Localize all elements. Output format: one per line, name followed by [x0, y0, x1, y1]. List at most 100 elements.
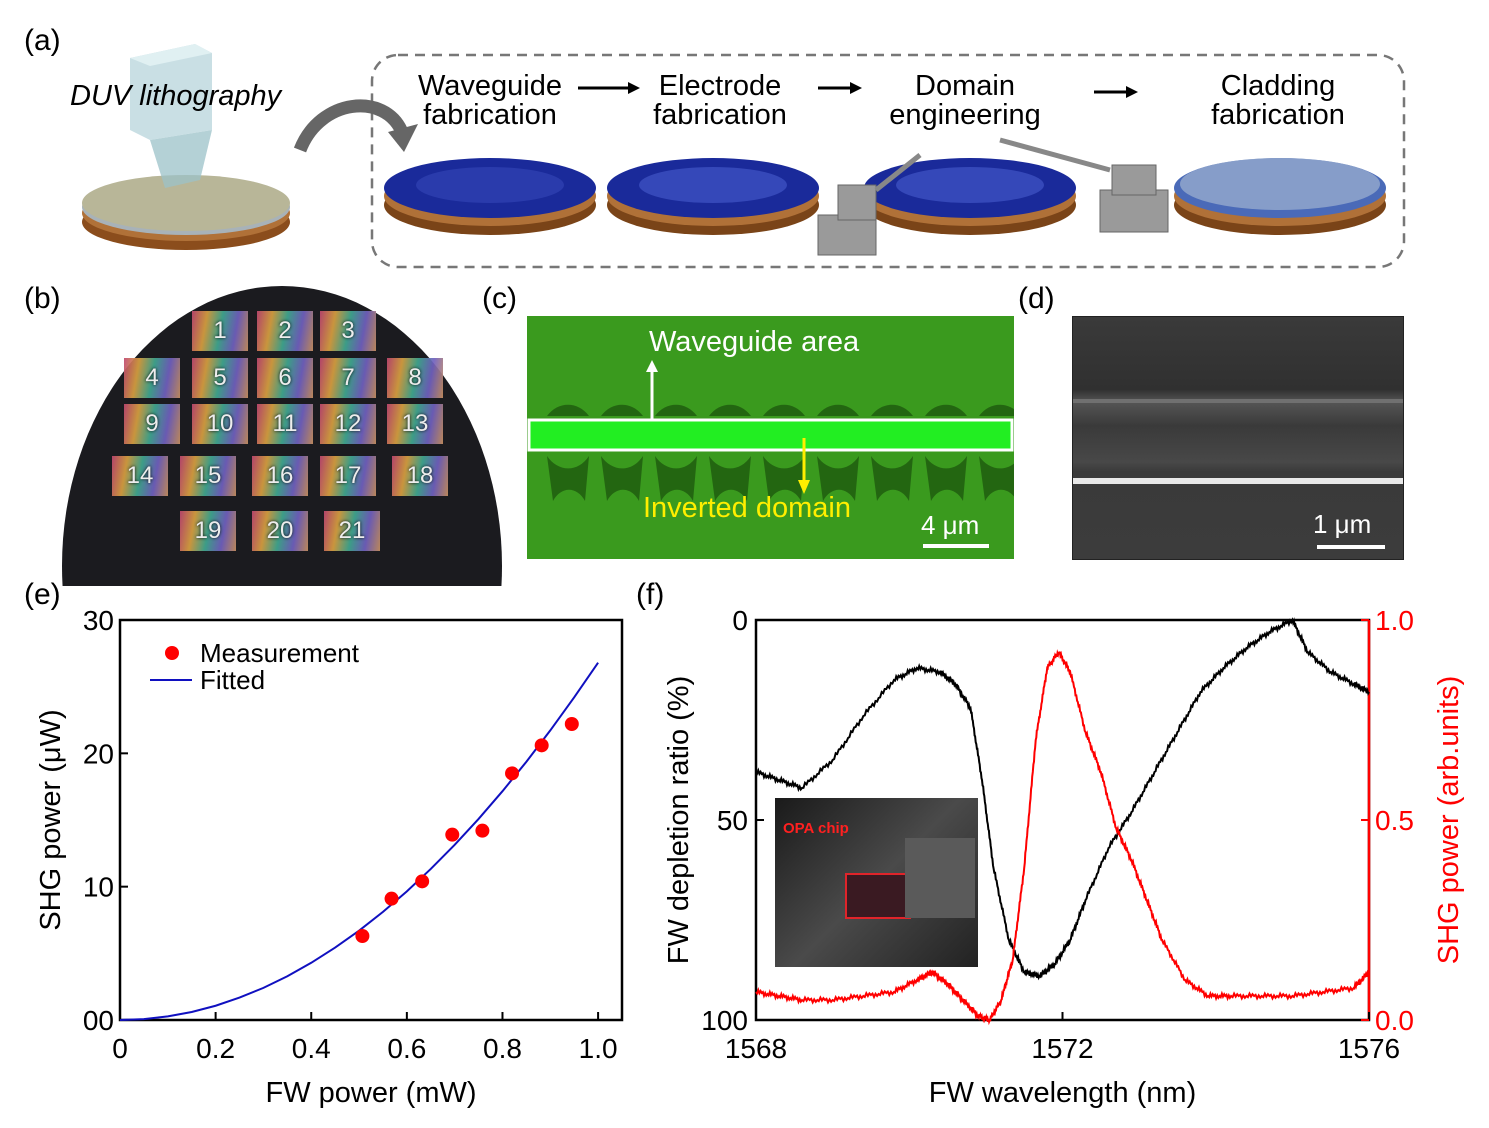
chip-7: 7: [320, 358, 376, 398]
waveguide-highlight-box: [527, 418, 1014, 452]
y-tick-label: 10: [83, 872, 114, 903]
x-tick-label: 0.4: [292, 1033, 331, 1064]
chip-20: 20: [252, 511, 308, 551]
x-tick-label: 0.2: [196, 1033, 235, 1064]
sem-image: 1 μm: [1072, 316, 1404, 560]
inverted-domain-shape: [979, 456, 1014, 501]
chip-11: 11: [257, 404, 313, 444]
measurement-point: [475, 823, 490, 838]
chip-number-9: 9: [145, 410, 159, 437]
measurement-point: [415, 874, 430, 889]
x-tick-label: 1576: [1338, 1033, 1400, 1064]
curved-arrow: [293, 99, 408, 153]
measurement-point: [505, 766, 520, 781]
inset-mount: [905, 838, 975, 918]
domain-top-shape: [655, 404, 697, 416]
y-left-tick-label: 0: [732, 605, 748, 636]
step-waveguide: Waveguide fabrication: [400, 72, 580, 130]
domain-top-shape: [709, 404, 751, 416]
x-tick-label: 1568: [725, 1033, 787, 1064]
step-electrode: Electrode fabrication: [630, 72, 810, 130]
step-domain-line2: engineering: [889, 99, 1041, 131]
chip-number-12: 12: [334, 410, 362, 437]
y-axis-label: SHG power (μW): [35, 709, 67, 930]
chip-6: 6: [257, 358, 313, 398]
chip-8: 8: [387, 358, 443, 398]
step-electrode-line1: Electrode: [658, 70, 782, 102]
scale-label-d: 1 μm: [1313, 509, 1372, 539]
chip-grid: 1 2 3 4 5 6 7 8 9 10 11 12 13 14 15 16 17 18 19 20 21: [62, 286, 502, 586]
scale-label-c: 4 μm: [921, 510, 980, 540]
inverted-domain-shape: [763, 456, 805, 501]
chip-number-3: 3: [341, 317, 355, 344]
chip-4: 4: [124, 358, 180, 398]
chip-14: 14: [112, 456, 168, 496]
panel-label-d: (d): [1018, 282, 1055, 315]
chip-number-16: 16: [266, 462, 294, 489]
chip-15: 15: [180, 456, 236, 496]
chip-number-17: 17: [334, 462, 362, 489]
chip-1: 1: [192, 311, 248, 351]
legend-label-fitted: Fitted: [200, 665, 265, 695]
chip-2: 2: [257, 311, 313, 351]
opa-chip-box: [845, 873, 911, 919]
x-axis-label: FW wavelength (nm): [929, 1077, 1197, 1109]
measurement-point: [355, 929, 370, 943]
domain-top-shape: [547, 404, 589, 416]
panel-label-e: (e): [24, 578, 61, 611]
y-tick-label: 20: [83, 738, 114, 769]
y-right-tick-label: 0.0: [1375, 1005, 1414, 1036]
chip-number-21: 21: [338, 517, 366, 544]
sem-bright-edge: [1073, 478, 1403, 484]
x-tick-label: 1572: [1031, 1033, 1093, 1064]
legend-marker-measurement: [165, 646, 179, 660]
chip-number-13: 13: [401, 410, 429, 437]
duv-wafer: [82, 175, 290, 250]
wafer-cladding: [1174, 158, 1386, 235]
chip-number-18: 18: [406, 462, 434, 489]
y-left-tick-label: 100: [701, 1005, 748, 1036]
fw-depletion-line: [755, 617, 1370, 981]
step-cladding-line2: fabrication: [1211, 99, 1345, 131]
measurement-point: [564, 717, 579, 731]
opa-chip-inset-photo: OPA chip: [775, 798, 978, 967]
y-right-tick-label: 0.5: [1375, 805, 1414, 836]
measurement-point: [384, 891, 399, 906]
panel-label-b: (b): [24, 282, 61, 315]
microscope-image: Waveguide area Inverted domain 4 μm: [527, 316, 1014, 559]
chip-12: 12: [320, 404, 376, 444]
step-waveguide-line1: Waveguide: [417, 70, 562, 102]
x-tick-label: 1.0: [579, 1033, 618, 1064]
domain-top-shape: [817, 404, 859, 416]
y-right-axis-label: SHG power (arb.units): [1433, 676, 1465, 965]
chip-3: 3: [320, 311, 376, 351]
x-tick-label: 0.8: [483, 1033, 522, 1064]
step-cladding: Cladding fabrication: [1188, 72, 1368, 130]
duv-lithography-label: DUV lithography: [70, 80, 282, 112]
chip-number-15: 15: [194, 462, 222, 489]
chip-number-11: 11: [272, 410, 298, 437]
domain-top-shape: [871, 404, 913, 416]
inverted-domain-shape: [817, 456, 859, 501]
measurement-point: [445, 827, 460, 842]
chart-f: 1568 1572 1576 0 50 100 1.0 0.5 0.0 FW wavelength…: [663, 605, 1465, 1109]
step-arrows: [578, 82, 1138, 98]
step-cladding-line1: Cladding: [1220, 70, 1336, 102]
panel-label-f: (f): [636, 578, 665, 611]
measurement-point: [534, 738, 549, 753]
inverted-domain-label: Inverted domain: [643, 492, 851, 524]
x-tick-label: 0: [112, 1033, 128, 1064]
duv-light-beam: [130, 44, 212, 188]
inverted-domain-shape: [601, 456, 643, 501]
inverted-domain-shape: [709, 456, 751, 501]
chart-e: 0 0.2 0.4 0.6 0.8 1.0 00 10 20 30 FW power (mW) SHG…: [35, 605, 624, 1109]
opa-chip-label: OPA chip: [783, 820, 849, 837]
wafer-domain: [864, 158, 1076, 235]
chip-number-6: 6: [278, 364, 292, 391]
scale-bar-d: [1317, 545, 1385, 549]
domain-top-shape: [979, 404, 1014, 416]
inverted-domain-shape: [547, 456, 589, 501]
wafer-waveguide: [384, 158, 596, 235]
y-left-axis-label: FW depletion ratio (%): [663, 676, 695, 965]
chip-21: 21: [324, 511, 380, 551]
